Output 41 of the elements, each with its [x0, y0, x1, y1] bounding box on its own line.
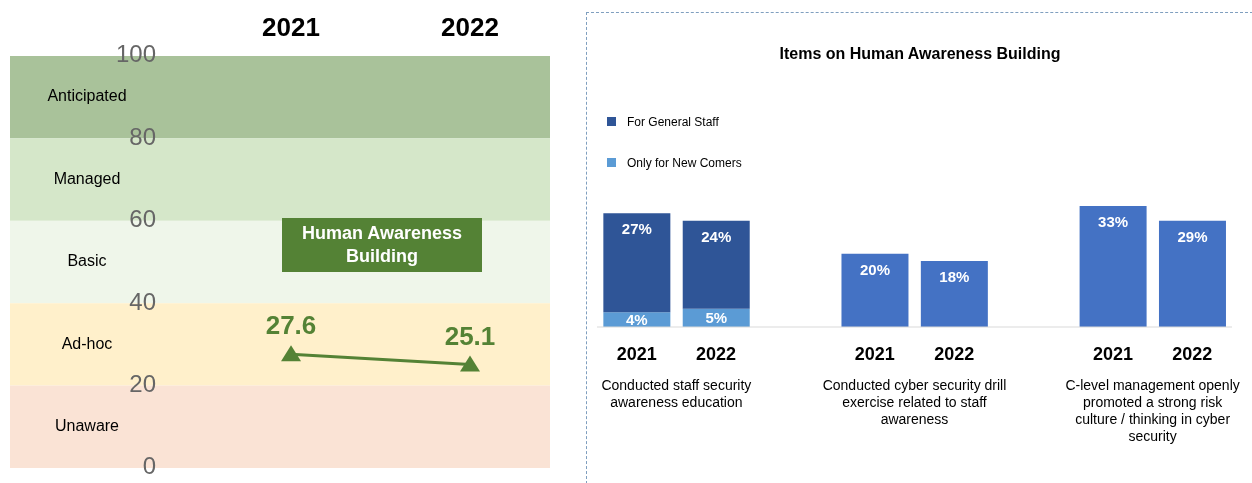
- y-tick-label: 0: [142, 452, 156, 480]
- data-label: 20%: [859, 260, 890, 278]
- x-tick-label: 2022: [441, 12, 499, 42]
- x-tick-label: 2021: [262, 12, 320, 42]
- x-tick-label: 2022: [696, 343, 737, 364]
- band-label: Basic: [67, 252, 107, 270]
- y-tick-label: 40: [129, 287, 156, 315]
- band-label: Unaware: [54, 417, 120, 435]
- chart-title: Items on Human Awareness Building: [778, 45, 1062, 63]
- bar: [603, 213, 671, 313]
- data-label: 33%: [1098, 212, 1129, 230]
- text: C-level management openly promoted a strong risk culture / thinking in cyber security: [1064, 377, 1241, 445]
- data-label: 24%: [701, 227, 732, 245]
- data-label: 27.6: [265, 310, 317, 341]
- bar: [1079, 206, 1147, 327]
- data-label: 29%: [1177, 227, 1208, 245]
- data-label: 5%: [705, 308, 728, 326]
- data-label: 27%: [621, 220, 652, 238]
- bar: [920, 261, 988, 327]
- x-tick-label: 2021: [616, 343, 657, 364]
- data-label: 18%: [939, 267, 970, 285]
- bar: [1158, 220, 1226, 327]
- bar: [682, 220, 750, 309]
- text: Conducted cyber security drill exercise related to staff awareness: [822, 377, 1007, 428]
- text: Conducted staff security awareness education: [600, 377, 753, 411]
- y-tick-label: 60: [129, 205, 156, 233]
- bar: [841, 253, 909, 327]
- data-label: 25.1: [444, 320, 496, 351]
- x-tick-label: 2021: [1092, 343, 1133, 364]
- annotation: Human Awareness Building: [282, 218, 482, 272]
- x-tick-label: 2021: [854, 343, 895, 364]
- x-tick-label: 2022: [1172, 343, 1213, 364]
- legend-label: Only for New Comers: [626, 154, 742, 172]
- x-tick-label: 2022: [934, 343, 975, 364]
- y-tick-label: 20: [129, 369, 156, 397]
- legend-label: For General Staff: [626, 113, 720, 131]
- band-label: Anticipated: [47, 87, 127, 105]
- y-tick-label: 80: [129, 122, 156, 150]
- band-label: Ad-hoc: [61, 334, 113, 352]
- data-label: 4%: [626, 310, 648, 328]
- band-label: Managed: [53, 169, 121, 187]
